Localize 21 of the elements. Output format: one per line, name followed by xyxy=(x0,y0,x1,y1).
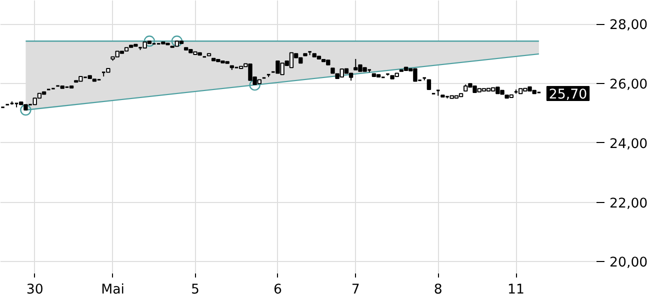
candlestick xyxy=(426,79,432,90)
x-tick-label: 11 xyxy=(508,282,525,298)
y-tick-label: 22,00 xyxy=(610,196,648,212)
x-tick-label: 30 xyxy=(26,282,44,298)
x-tick-label: 5 xyxy=(191,282,200,298)
candlestick xyxy=(14,102,19,108)
point xyxy=(249,79,260,91)
x-tick-label: 7 xyxy=(351,282,360,298)
x-tick-label: 8 xyxy=(434,282,442,298)
y-tick-label: 20,00 xyxy=(610,256,648,271)
y-tick-label: 28,00 xyxy=(610,18,648,34)
point xyxy=(20,104,32,116)
y-tick-label: 26,00 xyxy=(610,78,648,93)
x-tick-label: Mai xyxy=(101,282,124,298)
text: 25,70 xyxy=(548,87,588,102)
point xyxy=(171,36,183,47)
candlestick xyxy=(289,52,294,68)
x-tick-label: 6 xyxy=(273,282,282,298)
y-tick-label: 24,00 xyxy=(610,136,648,152)
point xyxy=(144,36,156,47)
candlestick xyxy=(436,90,440,96)
